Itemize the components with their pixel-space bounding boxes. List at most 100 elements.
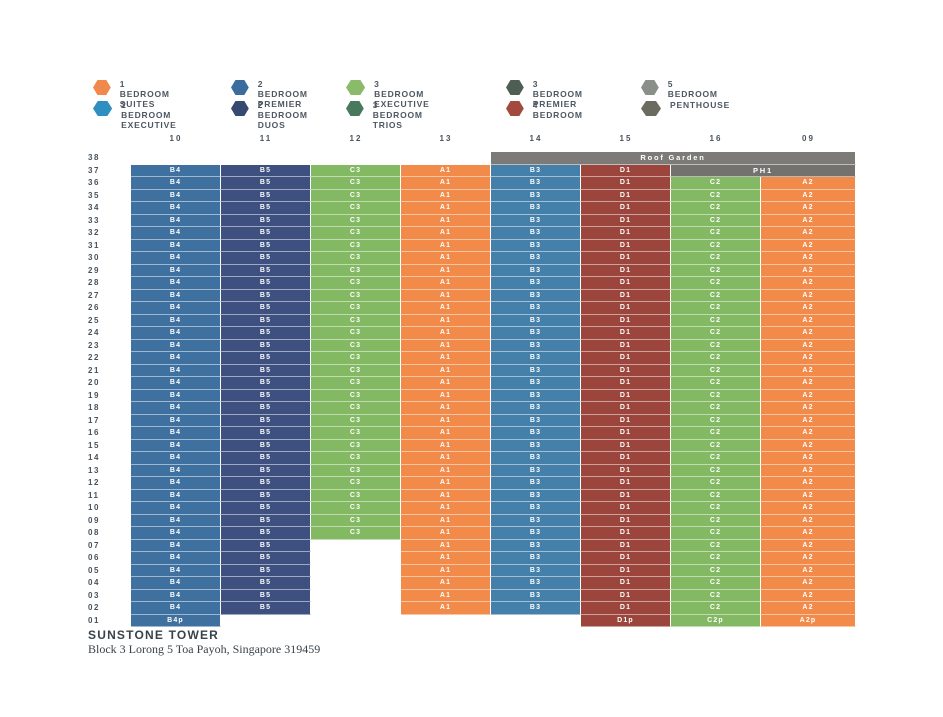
unit-cell[interactable]: B3 [491, 327, 581, 340]
unit-cell[interactable]: A2 [761, 339, 856, 352]
unit-cell[interactable]: B4 [131, 602, 221, 615]
unit-cell[interactable]: C3 [311, 427, 401, 440]
unit-cell[interactable]: C3 [311, 377, 401, 390]
unit-cell[interactable]: A1 [401, 527, 491, 540]
unit-cell[interactable]: B4 [131, 264, 221, 277]
unit-cell[interactable]: B4 [131, 189, 221, 202]
unit-cell[interactable]: B4 [131, 552, 221, 565]
unit-cell[interactable]: A1 [401, 439, 491, 452]
unit-cell[interactable]: B5 [221, 389, 311, 402]
unit-cell[interactable]: B3 [491, 402, 581, 415]
unit-cell[interactable]: D1 [581, 452, 671, 465]
unit-cell[interactable]: C2 [671, 427, 761, 440]
unit-cell[interactable]: C3 [311, 277, 401, 290]
unit-cell[interactable]: A2 [761, 189, 856, 202]
unit-cell[interactable]: C3 [311, 252, 401, 265]
unit-cell[interactable]: C2 [671, 214, 761, 227]
unit-cell[interactable]: D1 [581, 402, 671, 415]
unit-cell[interactable]: B4 [131, 564, 221, 577]
unit-cell[interactable]: A1 [401, 502, 491, 515]
unit-cell[interactable]: B4 [131, 389, 221, 402]
unit-cell[interactable]: C2 [671, 364, 761, 377]
unit-cell[interactable]: A2 [761, 302, 856, 315]
unit-cell[interactable]: B3 [491, 464, 581, 477]
unit-cell[interactable]: B3 [491, 364, 581, 377]
unit-cell[interactable]: B3 [491, 377, 581, 390]
unit-cell[interactable]: C2 [671, 602, 761, 615]
unit-cell[interactable]: B3 [491, 564, 581, 577]
unit-cell[interactable]: A1 [401, 352, 491, 365]
unit-cell[interactable]: B4 [131, 402, 221, 415]
unit-cell[interactable]: A2 [761, 389, 856, 402]
unit-cell[interactable]: B4 [131, 239, 221, 252]
unit-cell[interactable]: A1 [401, 289, 491, 302]
unit-cell[interactable]: B3 [491, 427, 581, 440]
unit-cell[interactable]: D1 [581, 602, 671, 615]
unit-cell[interactable]: C2p [671, 614, 761, 627]
unit-cell[interactable]: B4 [131, 527, 221, 540]
unit-cell[interactable]: B5 [221, 239, 311, 252]
unit-cell[interactable]: B4 [131, 489, 221, 502]
unit-cell[interactable]: A2 [761, 227, 856, 240]
unit-cell[interactable]: C3 [311, 527, 401, 540]
unit-cell[interactable]: B3 [491, 239, 581, 252]
unit-cell[interactable]: A2 [761, 289, 856, 302]
unit-cell[interactable]: B4 [131, 277, 221, 290]
unit-cell[interactable]: A2 [761, 602, 856, 615]
unit-cell[interactable]: C2 [671, 202, 761, 215]
unit-cell[interactable]: A2 [761, 352, 856, 365]
penthouse-cell[interactable]: PH1 [671, 164, 856, 177]
unit-cell[interactable]: A1 [401, 302, 491, 315]
unit-cell[interactable]: B3 [491, 177, 581, 190]
unit-cell[interactable]: C2 [671, 302, 761, 315]
unit-cell[interactable]: B3 [491, 539, 581, 552]
unit-cell[interactable]: C3 [311, 239, 401, 252]
unit-cell[interactable]: D1 [581, 314, 671, 327]
unit-cell[interactable]: B3 [491, 552, 581, 565]
unit-cell[interactable]: B3 [491, 289, 581, 302]
unit-cell[interactable]: B4 [131, 302, 221, 315]
unit-cell[interactable]: C3 [311, 339, 401, 352]
unit-cell[interactable]: A1 [401, 589, 491, 602]
unit-cell[interactable]: C2 [671, 464, 761, 477]
unit-cell[interactable]: B3 [491, 502, 581, 515]
unit-cell[interactable]: C3 [311, 202, 401, 215]
unit-cell[interactable]: A1 [401, 427, 491, 440]
unit-cell[interactable]: A1 [401, 252, 491, 265]
unit-cell[interactable]: B4 [131, 589, 221, 602]
unit-cell[interactable]: D1 [581, 189, 671, 202]
unit-cell[interactable]: B5 [221, 377, 311, 390]
unit-cell[interactable]: C3 [311, 189, 401, 202]
unit-cell[interactable]: B5 [221, 477, 311, 490]
unit-cell[interactable]: B5 [221, 577, 311, 590]
unit-cell[interactable]: B5 [221, 252, 311, 265]
unit-cell[interactable]: B5 [221, 277, 311, 290]
unit-cell[interactable]: B4 [131, 227, 221, 240]
unit-cell[interactable]: C2 [671, 564, 761, 577]
unit-cell[interactable]: D1 [581, 539, 671, 552]
unit-cell[interactable]: D1 [581, 527, 671, 540]
unit-cell[interactable]: B4 [131, 439, 221, 452]
unit-cell[interactable]: B4 [131, 252, 221, 265]
unit-cell[interactable]: B3 [491, 514, 581, 527]
unit-cell[interactable]: A1 [401, 377, 491, 390]
unit-cell[interactable]: B4 [131, 477, 221, 490]
unit-cell[interactable]: A1 [401, 414, 491, 427]
unit-cell[interactable]: A1 [401, 577, 491, 590]
unit-cell[interactable]: B5 [221, 564, 311, 577]
unit-cell[interactable]: D1 [581, 552, 671, 565]
unit-cell[interactable]: C3 [311, 227, 401, 240]
unit-cell[interactable]: A1 [401, 264, 491, 277]
unit-cell[interactable]: B3 [491, 389, 581, 402]
unit-cell[interactable]: D1 [581, 252, 671, 265]
unit-cell[interactable]: B4 [131, 577, 221, 590]
unit-cell[interactable]: D1 [581, 164, 671, 177]
unit-cell[interactable]: D1 [581, 489, 671, 502]
unit-cell[interactable]: B5 [221, 502, 311, 515]
unit-cell[interactable]: C2 [671, 489, 761, 502]
unit-cell[interactable]: B4 [131, 414, 221, 427]
unit-cell[interactable]: C2 [671, 477, 761, 490]
unit-cell[interactable]: C3 [311, 502, 401, 515]
unit-cell[interactable]: C3 [311, 289, 401, 302]
unit-cell[interactable]: D1 [581, 439, 671, 452]
